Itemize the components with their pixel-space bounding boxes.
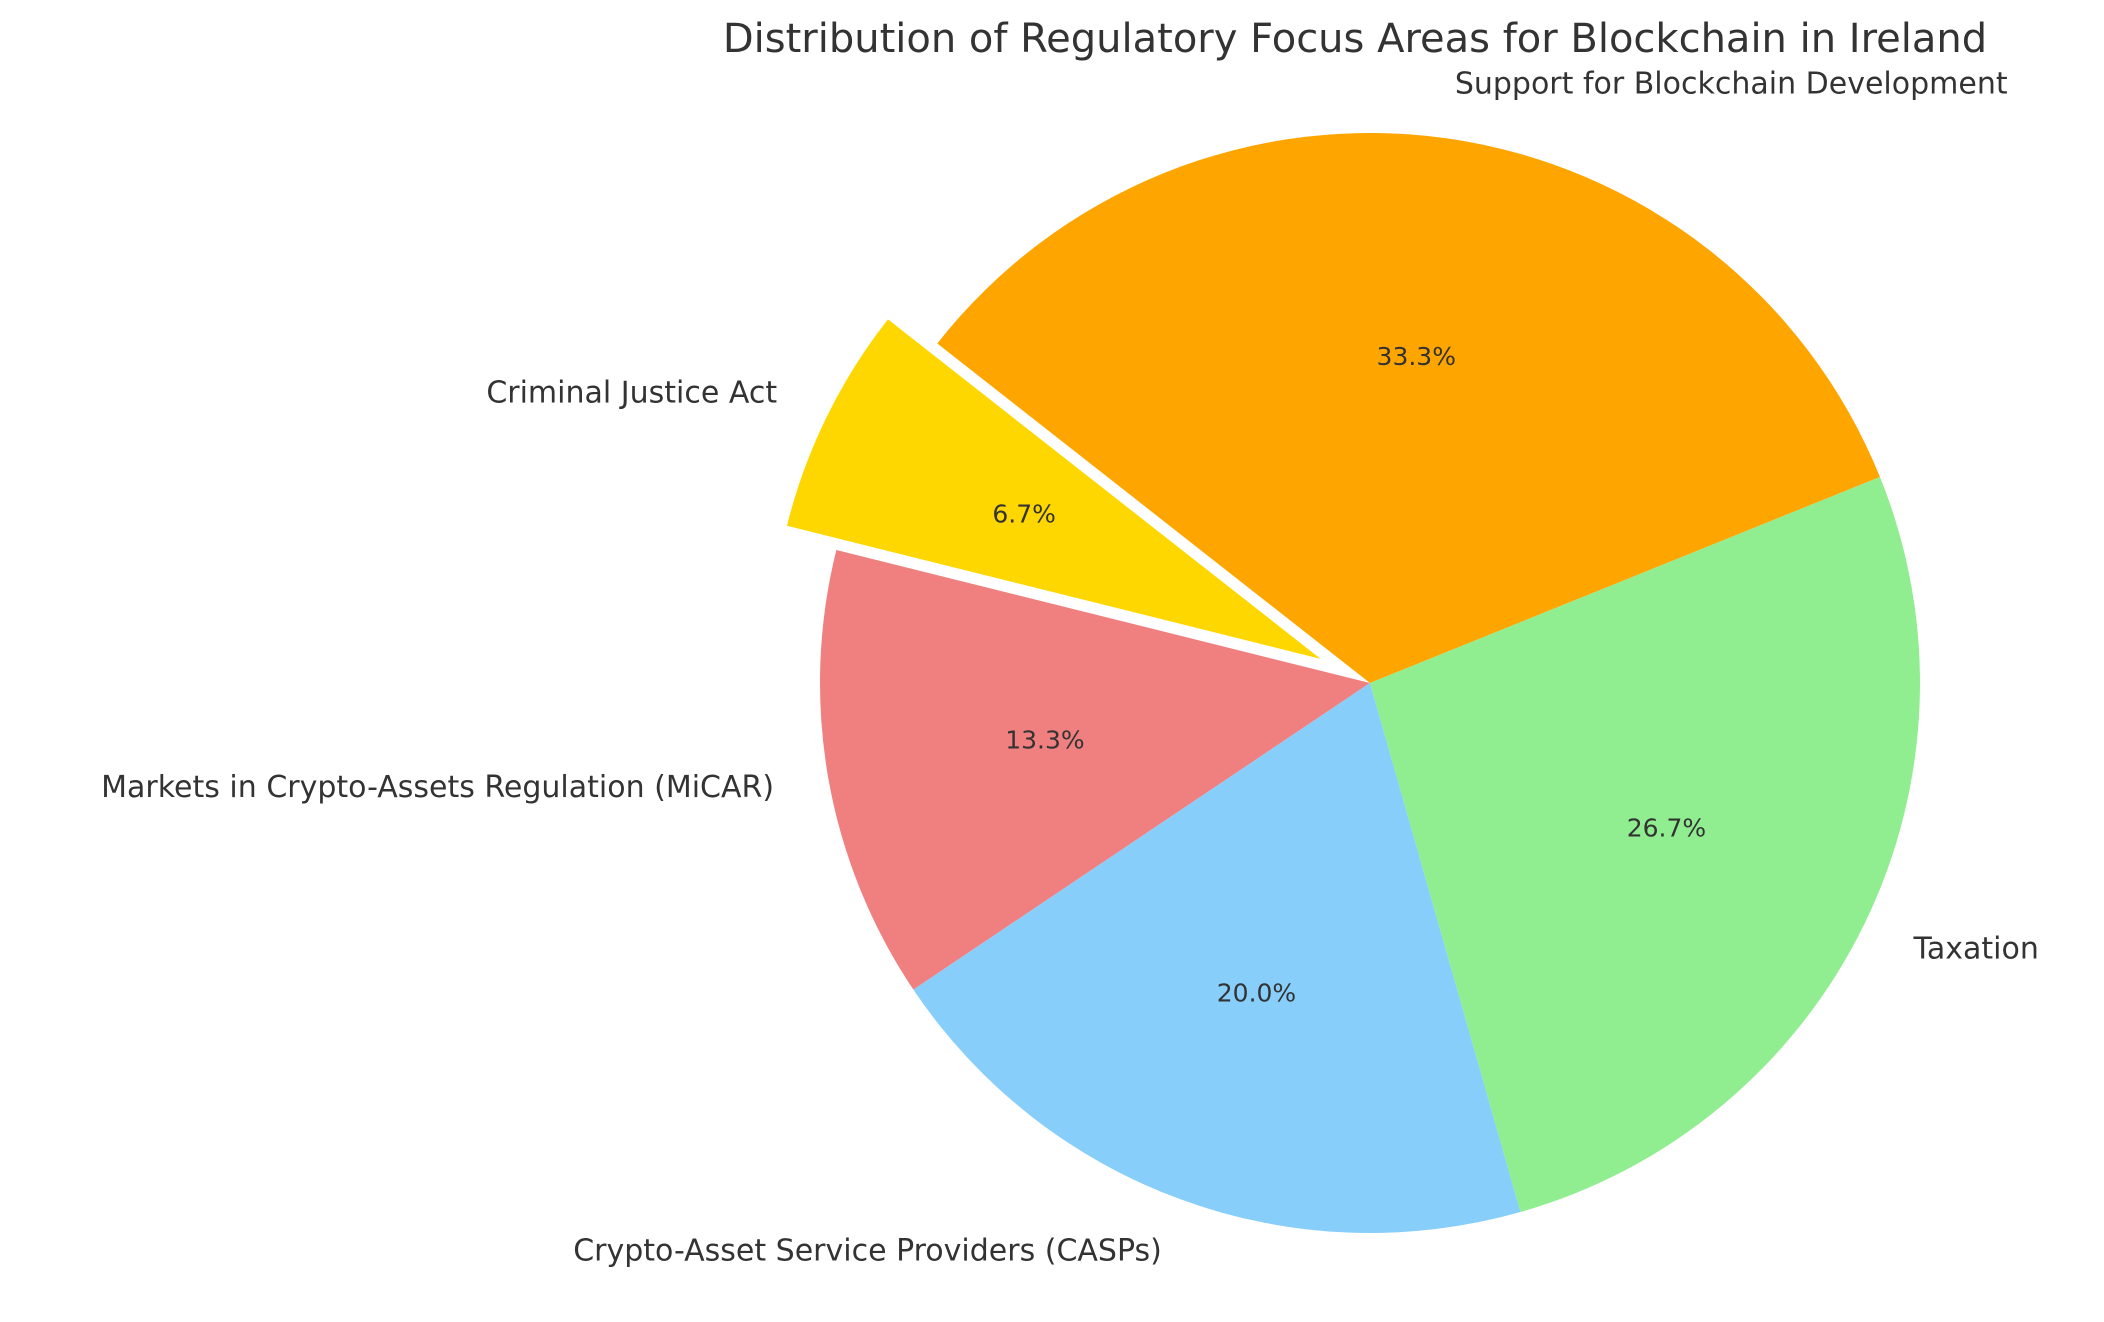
pct-label-support-for-blockchain-development: 33.3% [1377,342,1456,371]
pct-label-markets-in-crypto-assets-regulation-micar: 13.3% [1005,725,1084,754]
pie-slice-support-for-blockchain-development [937,133,1880,684]
slice-label-crypto-asset-service-providers-casps: Crypto-Asset Service Providers (CASPs) [573,1234,1162,1269]
pct-label-criminal-justice-act: 6.7% [992,499,1056,528]
slice-label-criminal-justice-act: Criminal Justice Act [486,376,777,411]
pie-slice-crypto-asset-service-providers-casps [913,683,1521,1233]
pct-label-taxation: 26.7% [1627,813,1706,842]
pie-slice-taxation [1370,476,1920,1213]
pie-labels: 33.3% Support for Blockchain Development 6… [101,66,2039,1268]
chart-title: Distribution of Regulatory Focus Areas f… [723,16,1987,62]
slice-label-taxation: Taxation [1912,931,2038,966]
pct-label-crypto-asset-service-providers-casps: 20.0% [1217,978,1296,1007]
pie-slice-criminal-justice-act [786,319,1321,659]
pie-slices [786,133,1920,1233]
pie-slice-markets-in-crypto-assets-regulation-micar [820,549,1370,990]
slice-label-markets-in-crypto-assets-regulation-micar: Markets in Crypto-Assets Regulation (MiC… [101,770,774,805]
slice-label-support-for-blockchain-development: Support for Blockchain Development [1455,66,2008,101]
